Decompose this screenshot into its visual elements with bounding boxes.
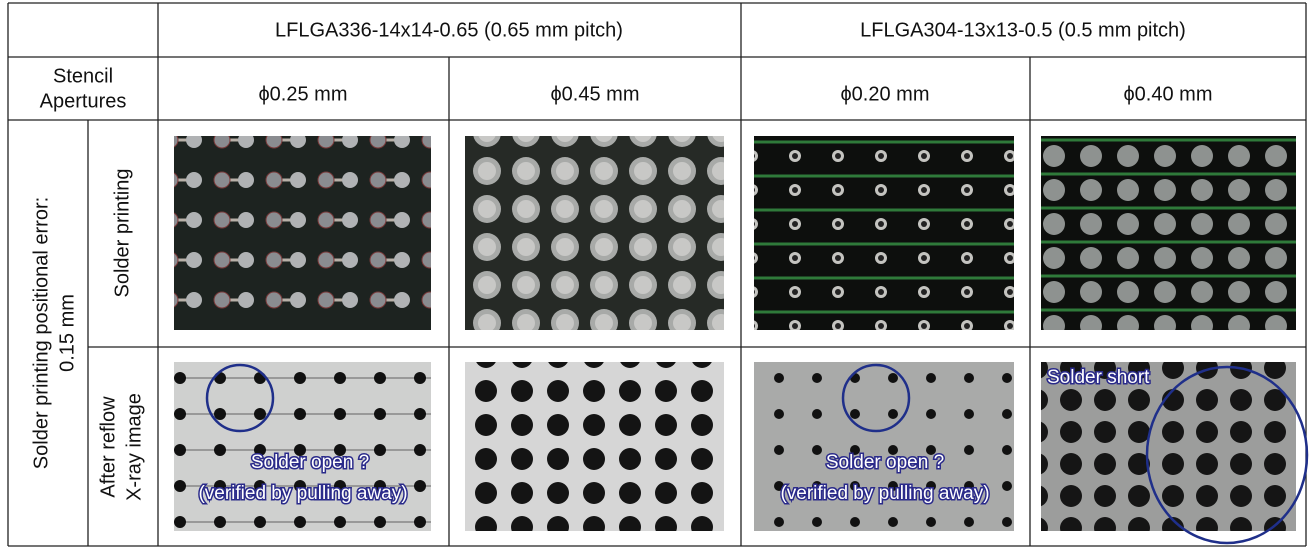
- table-figure: LFLGA336-14x14-0.65 (0.65 mm pitch) LFLG…: [0, 0, 1314, 547]
- group-label: Solder printing positional error:: [30, 197, 52, 469]
- photo: [754, 136, 1014, 330]
- xray-image: [174, 362, 431, 531]
- row-label: After reflow: [97, 396, 119, 498]
- aperture: ϕ0.25 mm: [258, 83, 347, 105]
- stencil-label: Stencil: [53, 65, 113, 87]
- package-header: LFLGA336-14x14-0.65 (0.65 mm pitch): [275, 19, 623, 41]
- page: LFLGA336-14x14-0.65 (0.65 mm pitch) LFLG…: [0, 0, 1314, 547]
- aperture: ϕ0.40 mm: [1123, 83, 1212, 105]
- package-header: LFLGA304-13x13-0.5 (0.5 mm pitch): [860, 19, 1186, 41]
- aperture: ϕ0.45 mm: [550, 83, 639, 105]
- row-label: Solder printing: [111, 169, 133, 298]
- annotation: Solder open ?: [251, 452, 369, 473]
- group-label: 0.15 mm: [56, 294, 78, 372]
- stencil-label: Apertures: [40, 90, 127, 112]
- xray-image: [465, 362, 724, 531]
- row-label: X-ray image: [123, 393, 145, 501]
- annotation: (verified by pulling away): [780, 483, 989, 504]
- annotation: Solder short: [1047, 367, 1150, 388]
- photo: [174, 136, 431, 330]
- photo: [1041, 136, 1296, 330]
- aperture: ϕ0.20 mm: [840, 83, 929, 105]
- annotation: (verified by pulling away): [198, 483, 407, 504]
- annotation: Solder open ?: [826, 452, 944, 473]
- xray-image: [754, 362, 1014, 531]
- photo: [465, 136, 724, 330]
